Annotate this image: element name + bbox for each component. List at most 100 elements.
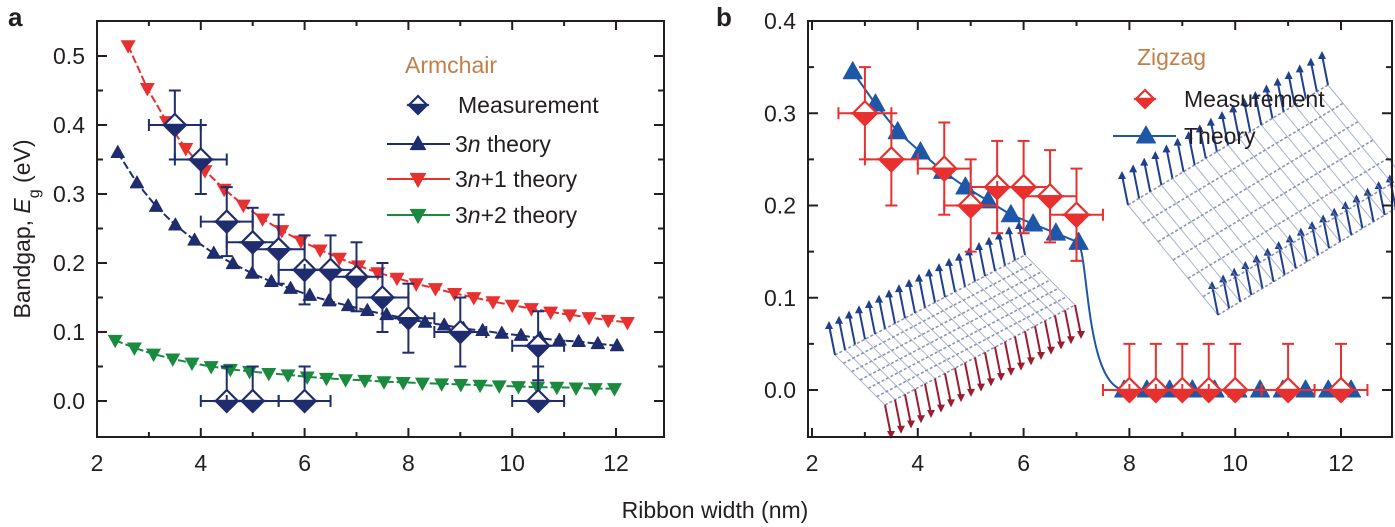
data-point-triangle-down	[357, 374, 373, 389]
legend-title: Armchair	[405, 52, 497, 78]
spin-down-arrow	[954, 367, 962, 399]
measurement-diamond	[1273, 376, 1303, 404]
arrow-head	[967, 388, 975, 397]
legend-marker-triangle-up	[1136, 125, 1156, 144]
spin-down-arrow	[964, 362, 972, 394]
data-point-triangle-up	[842, 61, 863, 80]
diamond-top-half	[239, 229, 267, 244]
panel-a-letter: a	[8, 2, 23, 32]
data-point-triangle-down	[510, 381, 526, 395]
arrow-head	[887, 431, 895, 439]
data-point-triangle-down	[491, 380, 507, 394]
lattice-column	[1024, 254, 1076, 306]
data-point-triangle-down	[318, 372, 334, 387]
measurement-point	[1260, 342, 1316, 404]
arrow-head	[1208, 281, 1216, 289]
diamond-top-half	[187, 146, 215, 161]
arrow-head	[875, 294, 883, 303]
measurement-diamond	[929, 155, 959, 183]
data-point-triangle-down	[434, 378, 450, 392]
arrow-head	[1251, 91, 1260, 99]
data-point-triangle-up	[955, 176, 976, 195]
panel-b: b 2 4 6 8 10 12 0.0 0.1 0.2 0.3 0.4 Zigzag Measurem…	[716, 2, 1395, 476]
y-tick-label: 0.1	[764, 285, 796, 311]
arrow-head	[1219, 274, 1228, 283]
spin-up-arrow	[1254, 94, 1263, 126]
arrow-head	[1284, 71, 1293, 79]
lattice-column	[1014, 259, 1066, 311]
data-point-triangle-up	[225, 256, 241, 270]
diamond-bottom-half	[1220, 388, 1250, 404]
data-point-triangle-down	[216, 183, 232, 198]
data-point-triangle-up	[187, 232, 202, 246]
data-point-triangle-up	[1045, 222, 1066, 241]
arrow-head	[917, 415, 925, 424]
lattice-column	[1149, 191, 1241, 302]
data-point-triangle-up	[321, 293, 337, 307]
spin-up-arrow	[1255, 258, 1264, 289]
data-point-triangle-down	[184, 357, 200, 372]
data-point-triangle-down	[178, 143, 194, 157]
spin-up-arrow	[1121, 174, 1129, 206]
arrow-head	[1330, 207, 1339, 216]
legend-label: Measurement	[1184, 86, 1325, 112]
data-point-triangle-up	[341, 298, 356, 312]
arrow-head	[1140, 157, 1149, 166]
arrow-head	[1285, 234, 1294, 243]
spin-up-arrow	[1209, 121, 1218, 152]
x-tick-label: 2	[806, 450, 819, 476]
series-3nplus2	[107, 334, 622, 397]
data-point-triangle-down	[581, 312, 597, 326]
arrow-head	[995, 231, 1003, 240]
data-point-triangle-down	[261, 368, 277, 382]
y-tick-label: 0.5	[53, 43, 85, 69]
data-point-triangle-up	[437, 317, 452, 331]
legend-label: 3n+1 theory	[455, 166, 578, 192]
diamond-top-half	[929, 155, 959, 170]
diamond-bottom-half	[524, 399, 552, 414]
lattice-column	[844, 349, 896, 401]
spin-down-arrow	[994, 346, 1002, 378]
diamond-bottom-half	[264, 248, 293, 262]
arrow-head	[1241, 261, 1250, 269]
spin-up-arrow	[1287, 74, 1296, 106]
arrow-head	[1195, 124, 1204, 133]
spin-up-arrow	[1299, 231, 1308, 262]
legend-label-part: 3	[455, 166, 468, 192]
data-point-triangle-down	[338, 374, 354, 388]
arrow-head	[1319, 214, 1328, 223]
data-point-triangle-up	[978, 190, 999, 209]
diamond-top-half	[213, 209, 241, 223]
spin-down-arrow	[944, 373, 952, 404]
data-point-triangle-down	[120, 40, 136, 54]
data-point-triangle-up	[571, 334, 586, 348]
data-point-triangle-up	[590, 336, 605, 350]
arrow-head	[1252, 254, 1261, 263]
arrow-head	[1341, 201, 1350, 209]
data-point-triangle-down	[587, 383, 603, 397]
data-point-triangle-down	[107, 334, 123, 349]
measurement-diamond	[446, 319, 474, 345]
spin-up-arrow	[1277, 244, 1286, 276]
measurement-diamond	[161, 112, 189, 138]
spin-up-arrow	[918, 277, 926, 308]
diamond-bottom-half	[1035, 195, 1065, 210]
data-point-triangle-down	[395, 376, 411, 391]
diamond-bottom-half	[342, 275, 371, 290]
diamond-bottom-half	[876, 158, 907, 173]
spin-down-arrow	[884, 404, 892, 436]
arrow-head	[1047, 346, 1055, 355]
spin-up-arrow	[1276, 81, 1285, 112]
inset-antiferromagnetic-ribbon	[825, 221, 1085, 439]
spin-up-arrow	[1311, 224, 1319, 256]
spin-up-arrow	[858, 309, 866, 340]
data-point-triangle-down	[139, 83, 155, 97]
spin-up-arrow	[1211, 284, 1219, 316]
measurement-point	[381, 282, 436, 354]
arrow-head	[1027, 357, 1035, 366]
arrow-head	[897, 425, 905, 434]
measurement-point	[1207, 342, 1263, 404]
data-point-triangle-up	[417, 314, 433, 328]
arrow-head	[1037, 352, 1045, 361]
